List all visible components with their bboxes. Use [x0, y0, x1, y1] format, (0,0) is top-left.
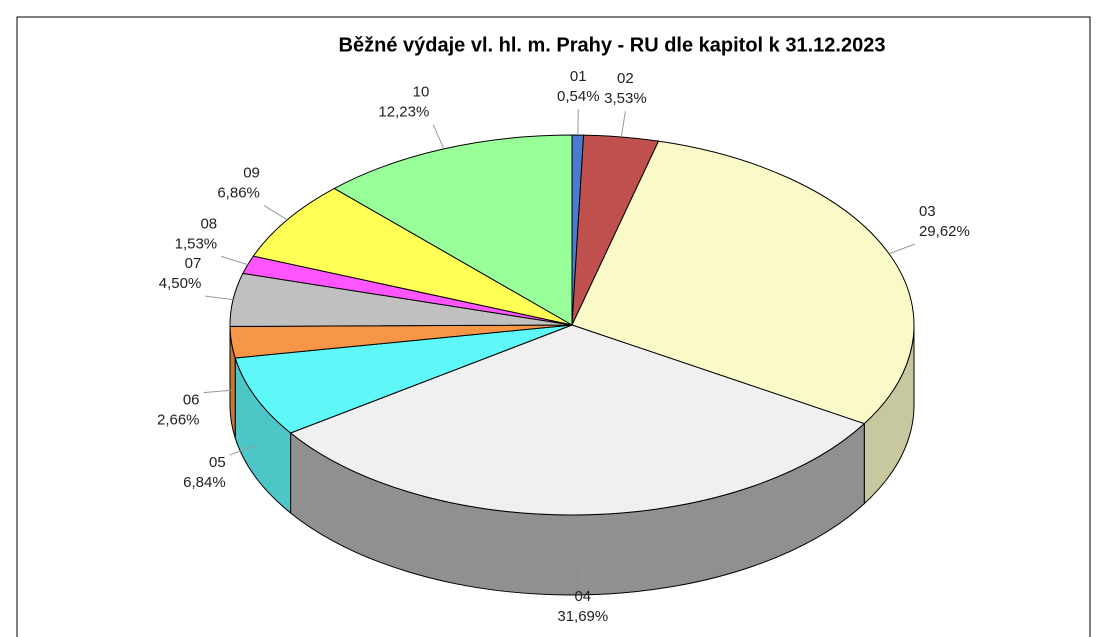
slice [571, 140, 915, 425]
data-label: 2,66% [157, 412, 200, 429]
category-label: 06 [183, 392, 200, 409]
leader-line [263, 204, 288, 221]
data-label: 6,86% [217, 184, 260, 201]
leader-line [888, 243, 916, 255]
leader-line [620, 111, 626, 138]
data-label: 1,53% [175, 235, 218, 252]
leader-line [205, 295, 234, 301]
slice [333, 134, 573, 326]
data-label: 12,23% [378, 104, 429, 121]
data-label: 0,54% [557, 88, 600, 105]
category-label: 04 [574, 588, 591, 605]
category-label: 01 [570, 68, 587, 85]
slice [252, 187, 573, 326]
data-label: 3,53% [604, 90, 647, 107]
category-label: 03 [919, 203, 936, 220]
chart-title: Běžné výdaje vl. hl. m. Prahy - RU dle k… [339, 34, 886, 56]
category-label: 05 [209, 454, 226, 471]
category-label: 09 [243, 164, 260, 181]
data-label: 6,84% [183, 474, 226, 491]
leader-line [432, 124, 445, 150]
data-label: 29,62% [919, 223, 970, 240]
category-label: 07 [185, 255, 202, 272]
data-label: 31,69% [557, 608, 608, 625]
leader-line [221, 255, 248, 266]
slice [289, 324, 866, 516]
slice [234, 324, 573, 434]
leader-line [229, 444, 256, 456]
data-label: 4,50% [159, 275, 202, 292]
leader-line [203, 389, 232, 394]
category-label: 10 [413, 84, 430, 101]
leader-line [581, 562, 584, 589]
category-label: 08 [200, 215, 217, 232]
category-label: 02 [617, 70, 634, 87]
